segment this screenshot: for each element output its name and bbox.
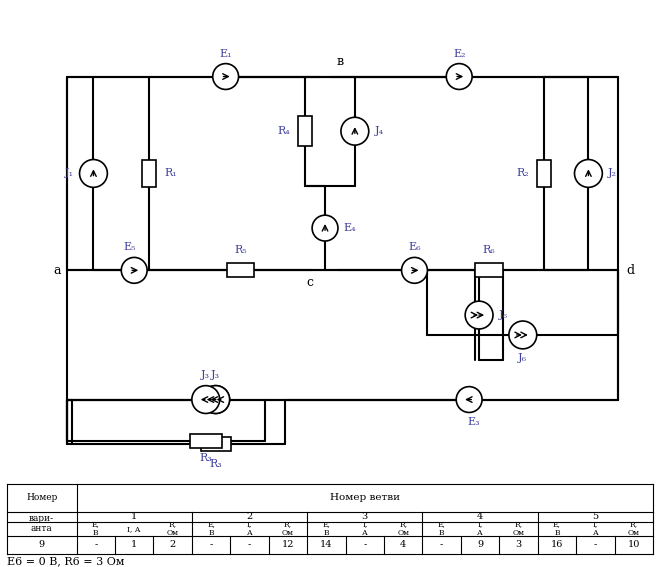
Bar [190,434,222,448]
Text: R,
Ом: R, Ом [166,520,179,538]
Circle shape [341,117,369,145]
Text: J₄: J₄ [375,126,384,136]
Text: вари-
анта: вари- анта [29,514,54,534]
Text: 12: 12 [282,540,294,549]
Text: I,
А: I, А [593,520,598,538]
Text: 3: 3 [515,540,521,549]
Text: R₁: R₁ [164,168,177,179]
Bar [226,264,255,277]
Text: 1: 1 [131,540,137,549]
Text: R₆: R₆ [482,246,496,255]
Text: I,
А: I, А [247,520,252,538]
Text: 10: 10 [628,540,640,549]
Circle shape [509,321,537,349]
Text: J₆: J₆ [499,310,508,320]
Text: R,
Ом: R, Ом [397,520,409,538]
Circle shape [80,159,108,187]
Text: 4: 4 [477,513,483,521]
Text: c: c [307,276,314,289]
Text: I,
А: I, А [477,520,483,538]
Bar [537,159,550,187]
Circle shape [202,386,230,413]
Circle shape [446,64,472,90]
Text: E₆: E₆ [408,243,421,252]
Text: 16: 16 [550,540,563,549]
Text: J₂: J₂ [609,168,617,179]
Text: Номер ветви: Номер ветви [330,493,400,502]
Circle shape [574,159,603,187]
Circle shape [456,387,482,412]
Text: E₃: E₃ [468,417,480,428]
Text: R₅: R₅ [234,246,247,255]
Circle shape [192,386,220,413]
Text: 5: 5 [592,513,599,521]
Bar [142,159,156,187]
Text: 9: 9 [39,540,45,549]
Text: E₂: E₂ [453,49,465,58]
Text: в: в [337,55,343,68]
Text: 2: 2 [246,513,253,521]
Text: Е,
В: Е, В [207,520,215,538]
Text: I,
А: I, А [362,520,368,538]
Text: E₄: E₄ [343,223,356,233]
Text: R₄: R₄ [277,126,290,136]
Text: J₁: J₁ [65,168,73,179]
Text: -: - [594,540,597,549]
Text: R,
Ом: R, Ом [282,520,294,538]
Text: E6 = 0 В, R6 = 3 Ом: E6 = 0 В, R6 = 3 Ом [7,557,124,566]
Text: E₅: E₅ [123,243,135,252]
Circle shape [465,301,493,329]
Text: R,
Ом: R, Ом [628,520,640,538]
Text: R,
Ом: R, Ом [513,520,525,538]
Text: 3: 3 [362,513,368,521]
Bar [475,264,503,277]
Text: R₂: R₂ [516,168,529,179]
Bar [201,437,230,451]
Circle shape [213,64,238,90]
Text: -: - [94,540,98,549]
Text: -: - [248,540,251,549]
Circle shape [312,215,338,241]
Text: 1: 1 [131,513,137,521]
Text: 9: 9 [477,540,483,549]
Text: 4: 4 [400,540,407,549]
Circle shape [401,257,428,284]
Bar [298,116,312,146]
Text: E₁: E₁ [219,49,232,58]
Text: -: - [440,540,444,549]
Text: 2: 2 [170,540,176,549]
Text: J₃: J₃ [211,370,220,380]
Text: J₃: J₃ [201,370,211,380]
Text: Номер: Номер [26,493,57,502]
Text: a: a [53,264,61,277]
Text: d: d [626,264,634,277]
Text: Е,
В: Е, В [553,520,561,538]
Text: Е,
В: Е, В [438,520,446,538]
Text: R₃: R₃ [209,459,222,469]
Text: -: - [209,540,213,549]
Text: -: - [363,540,366,549]
Text: Е,
В: Е, В [323,520,330,538]
Text: 14: 14 [320,540,333,549]
Circle shape [121,257,147,284]
Text: J₆: J₆ [518,353,527,363]
Text: Е,
В: Е, В [92,520,100,538]
Circle shape [202,386,230,413]
Text: R₃: R₃ [199,453,212,463]
Text: I, А: I, А [127,524,141,533]
